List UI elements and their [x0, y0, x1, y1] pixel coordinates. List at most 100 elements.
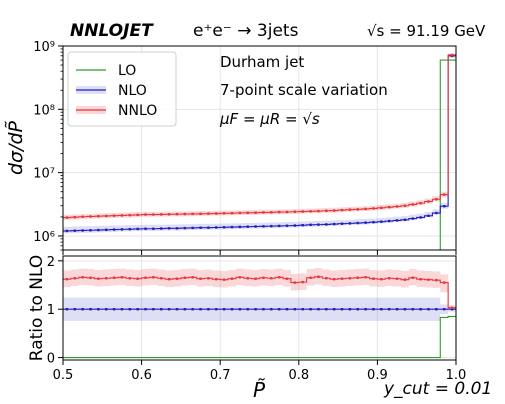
main-point-nnlo: [97, 215, 100, 218]
ratio-point-nnlo: [254, 277, 257, 280]
ratio-point-nlo: [340, 308, 344, 311]
ratio-point-nnlo: [348, 277, 352, 280]
ratio-point-nlo: [183, 308, 187, 311]
ratio-point-nnlo: [175, 277, 179, 280]
ratio-point-nnlo: [364, 276, 367, 279]
ratio-point-nnlo: [215, 278, 218, 281]
main-point-nlo: [230, 225, 234, 229]
main-point-nnlo: [105, 214, 108, 218]
ratio-point-nlo: [175, 308, 179, 311]
main-point-nlo: [160, 227, 163, 230]
main-point-nnlo: [222, 212, 226, 215]
ratio-point-nnlo: [112, 276, 116, 279]
main-point-nnlo: [136, 213, 139, 217]
main-point-nlo: [167, 227, 171, 230]
ratio-point-nlo: [443, 308, 446, 311]
ratio-point-nnlo: [144, 276, 147, 279]
annotation-scale-variation: 7-point scale variation: [220, 81, 388, 99]
main-point-nnlo: [387, 205, 391, 209]
ratio-point-nlo: [427, 308, 430, 311]
ratio-point-nnlo: [317, 275, 320, 278]
ratio-point-nnlo: [152, 276, 155, 279]
annotation-jet-algorithm: Durham jet: [220, 53, 304, 71]
main-point-nnlo: [309, 210, 312, 213]
legend-item-lo: LO: [76, 63, 136, 79]
ratio-ylabel: Ratio to NLO: [27, 255, 47, 361]
ratio-point-nnlo: [230, 277, 234, 280]
legend: LO NLO NNLO: [67, 51, 177, 127]
ratio-point-nnlo: [309, 276, 312, 279]
ratio-ytick-label: 1: [47, 303, 55, 318]
ratio-point-nlo: [120, 308, 124, 311]
main-point-nnlo: [215, 212, 218, 215]
ratio-point-nlo: [277, 308, 281, 311]
ratio-point-nnlo: [65, 278, 69, 281]
main-point-nnlo: [372, 207, 375, 210]
main-point-nnlo: [277, 210, 281, 214]
ratio-ytick-label: 0: [47, 352, 55, 367]
main-point-nnlo: [356, 208, 359, 211]
ratio-point-nnlo: [222, 278, 226, 281]
ratio-point-nlo: [160, 308, 163, 311]
ratio-point-nnlo: [301, 280, 304, 284]
main-point-nlo: [443, 205, 446, 208]
ratio-point-nnlo: [167, 278, 171, 281]
annotation-ycut: y_cut = 0.01: [383, 379, 492, 399]
legend-item-nlo: NLO: [76, 83, 147, 99]
x-tick-label: 0.7: [210, 368, 231, 383]
ratio-point-nlo: [65, 308, 69, 311]
legend-item-nnlo: NNLO: [76, 103, 157, 119]
main-point-nlo: [207, 226, 210, 229]
ratio-point-nnlo: [105, 277, 108, 280]
ratio-point-nlo: [435, 308, 438, 311]
ratio-point-nnlo: [340, 277, 344, 280]
ratio-point-nlo: [207, 308, 210, 311]
ratio-point-nnlo: [356, 276, 359, 279]
ratio-point-nnlo: [89, 276, 92, 279]
main-point-nnlo: [175, 212, 179, 216]
ratio-point-nlo: [403, 308, 407, 311]
ratio-point-nlo: [301, 308, 304, 311]
main-point-nlo: [285, 224, 289, 227]
main-point-nnlo: [411, 203, 414, 206]
main-point-nnlo: [152, 213, 155, 216]
ratio-point-nlo: [191, 308, 194, 311]
main-ytick-label: 10⁷: [33, 167, 55, 182]
x-tick-label: 1.0: [446, 368, 467, 383]
main-point-nlo: [309, 223, 312, 227]
ratio-point-nnlo: [262, 276, 265, 279]
main-point-nnlo: [427, 200, 430, 203]
main-point-nnlo: [73, 215, 76, 219]
main-point-nlo: [152, 227, 155, 230]
main-point-nlo: [175, 227, 179, 230]
main-point-nnlo: [340, 208, 344, 212]
main-line-nlo: [63, 55, 456, 232]
ratio-point-nlo: [270, 308, 273, 311]
main-point-nnlo: [403, 204, 407, 207]
ratio-point-nlo: [73, 308, 76, 311]
ratio-point-nnlo: [128, 277, 132, 280]
ratio-point-nlo: [97, 308, 100, 311]
ratio-point-nlo: [262, 308, 265, 311]
main-point-nlo: [120, 228, 124, 231]
ratio-point-nlo: [222, 308, 226, 311]
main-point-nnlo: [199, 212, 202, 215]
ratio-point-nlo: [136, 308, 139, 311]
main-point-nlo: [427, 214, 430, 218]
x-ticks: 0.5 0.6 0.7 0.8 0.9 1.0: [53, 250, 467, 383]
main-point-nnlo: [160, 213, 163, 216]
ratio-ytick-label: 2: [47, 255, 55, 270]
main-point-nlo: [128, 227, 132, 231]
ratio-point-nlo: [364, 308, 367, 311]
main-point-nlo: [144, 227, 147, 230]
main-point-nlo: [332, 222, 336, 226]
ratio-panel: 0 1 2 0.5 0.6 0.7 0.8 0.9 1.0 Ratio to NLO P̃ y…: [27, 250, 492, 402]
ratio-point-nnlo: [120, 276, 124, 279]
main-point-nnlo: [207, 212, 210, 215]
ratio-point-nlo: [230, 308, 234, 311]
x-tick-label: 0.6: [131, 368, 152, 383]
main-point-nnlo: [144, 213, 147, 216]
ratio-point-nlo: [332, 308, 336, 311]
ratio-point-nnlo: [419, 278, 422, 281]
